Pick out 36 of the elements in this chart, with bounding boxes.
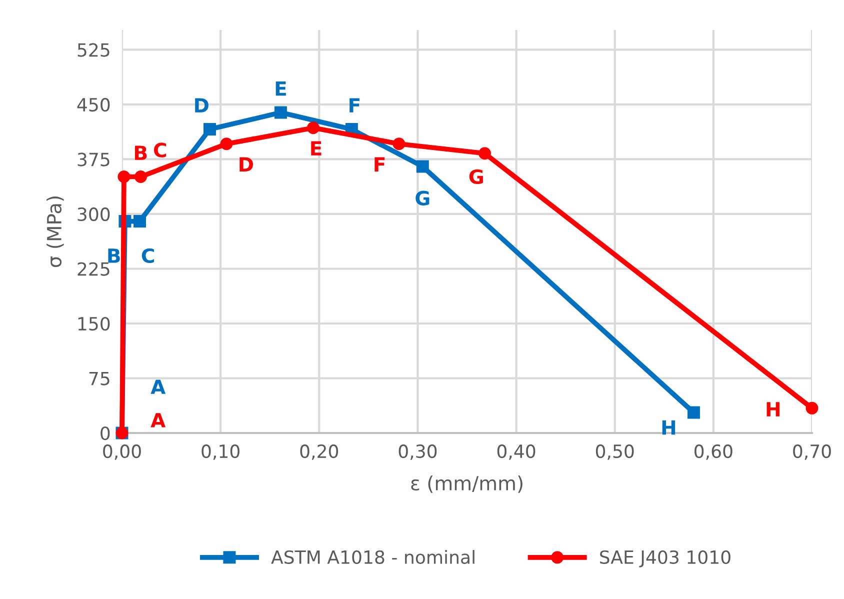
data-label: E	[311, 141, 322, 156]
data-label: C	[154, 142, 166, 158]
data-label: E	[276, 81, 286, 96]
data-label: G	[416, 190, 430, 206]
data-label: D	[195, 98, 208, 112]
data-label: G	[469, 169, 483, 184]
x-tick-label: 0,40	[497, 444, 536, 460]
data-label: A	[150, 380, 166, 394]
data-label: B	[135, 146, 147, 160]
x-tick-label: 0,20	[300, 444, 338, 460]
data-label: H	[766, 402, 780, 416]
x-tick-label: 0,30	[398, 444, 437, 460]
data-label: F	[374, 157, 385, 172]
legend-label: SAE J403 1010	[600, 550, 730, 568]
y-tick-label: 525	[78, 43, 110, 57]
y-tick-label: 0	[100, 426, 110, 440]
data-label: F	[350, 98, 360, 112]
y-axis-title: σ (MPa)	[46, 196, 64, 268]
x-axis-title: ε (mm/mm)	[411, 475, 522, 493]
data-label: A	[150, 413, 166, 428]
legend-label: ASTM A1018 - nominal	[271, 550, 474, 564]
x-tick-label: 0,50	[596, 444, 634, 460]
x-tick-label: 0,60	[694, 444, 732, 460]
data-label: D	[240, 157, 253, 172]
data-label: H	[662, 420, 676, 435]
y-tick-label: 450	[77, 98, 110, 112]
x-tick-label: 0,00	[103, 444, 141, 460]
x-tick-label: 0,10	[202, 444, 240, 460]
y-tick-label: 375	[78, 152, 110, 166]
y-tick-label: 75	[89, 372, 110, 386]
y-tick-label: 225	[78, 262, 110, 276]
data-label: C	[142, 248, 154, 264]
data-label: B	[108, 248, 120, 263]
y-tick-label: 300	[78, 207, 110, 222]
x-tick-label: 0,70	[793, 444, 831, 460]
y-tick-label: 150	[78, 316, 110, 331]
